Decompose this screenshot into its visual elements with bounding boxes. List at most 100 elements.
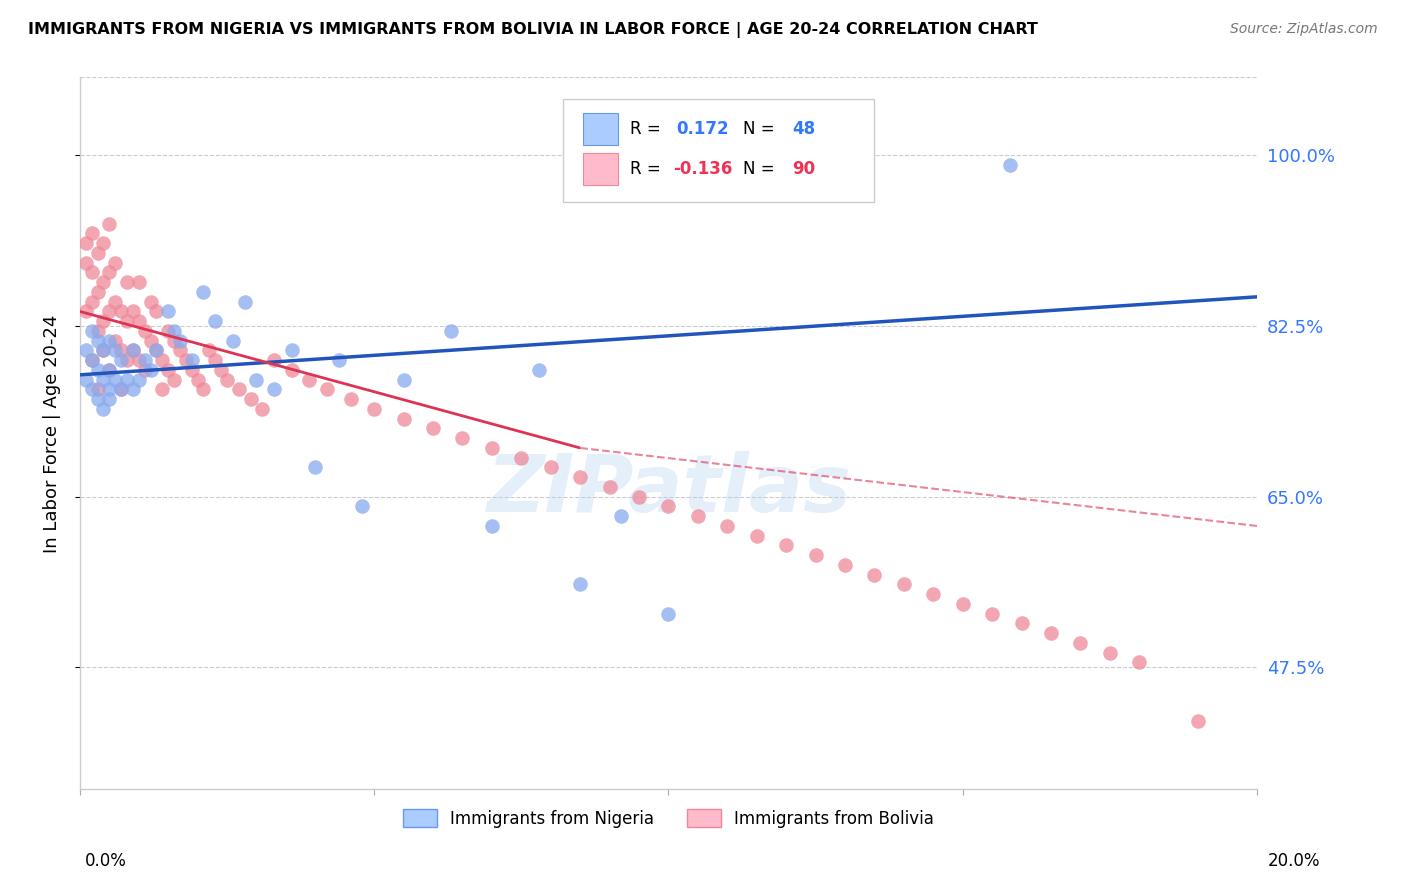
Point <box>86 324 108 338</box>
Point <box>209 363 232 377</box>
Point <box>169 343 191 358</box>
Point <box>863 567 886 582</box>
Bar <box>582 153 617 185</box>
Point <box>174 353 197 368</box>
Y-axis label: In Labor Force | Age 20-24: In Labor Force | Age 20-24 <box>44 314 60 552</box>
Point <box>657 500 679 514</box>
Point <box>599 480 621 494</box>
Point <box>86 392 108 407</box>
Point <box>80 294 103 309</box>
Point <box>110 383 132 397</box>
Point <box>115 314 138 328</box>
Point <box>204 314 226 328</box>
Point <box>540 460 562 475</box>
Point <box>481 519 503 533</box>
Point <box>157 324 180 338</box>
Point <box>98 334 121 348</box>
Point <box>510 450 533 465</box>
Point <box>104 294 127 309</box>
Point <box>1040 626 1063 640</box>
Point <box>952 597 974 611</box>
Point <box>328 353 350 368</box>
Point <box>627 490 650 504</box>
Point <box>657 607 679 621</box>
Point <box>86 246 108 260</box>
Point <box>104 343 127 358</box>
Point <box>215 373 238 387</box>
Point <box>93 343 115 358</box>
Point <box>233 294 256 309</box>
Point <box>86 334 108 348</box>
Point <box>93 343 115 358</box>
Point <box>998 158 1021 172</box>
Text: N =: N = <box>742 160 779 178</box>
Point <box>716 519 738 533</box>
Point <box>222 334 245 348</box>
Point <box>104 373 127 387</box>
Point <box>121 304 143 318</box>
Point <box>1098 646 1121 660</box>
Text: 20.0%: 20.0% <box>1267 852 1320 870</box>
Point <box>981 607 1004 621</box>
Point <box>157 363 180 377</box>
FancyBboxPatch shape <box>562 99 875 202</box>
Point <box>145 304 167 318</box>
Point <box>352 500 374 514</box>
Point <box>110 383 132 397</box>
Point <box>893 577 915 591</box>
Point <box>98 304 121 318</box>
Point <box>775 539 797 553</box>
Point <box>139 334 162 348</box>
Text: N =: N = <box>742 120 779 138</box>
Point <box>363 401 385 416</box>
Point <box>281 363 304 377</box>
Point <box>93 236 115 251</box>
Point <box>80 353 103 368</box>
Point <box>686 509 709 524</box>
Point <box>204 353 226 368</box>
Point <box>150 353 173 368</box>
Point <box>98 383 121 397</box>
Point <box>115 275 138 289</box>
Text: 0.172: 0.172 <box>676 120 730 138</box>
Point <box>1187 714 1209 728</box>
Point <box>180 363 202 377</box>
Point <box>198 343 221 358</box>
Point <box>75 304 97 318</box>
Point <box>75 343 97 358</box>
Point <box>121 343 143 358</box>
Point <box>316 383 339 397</box>
Text: R =: R = <box>630 120 665 138</box>
Point <box>922 587 945 601</box>
Point <box>134 353 156 368</box>
Point <box>304 460 326 475</box>
Point <box>80 353 103 368</box>
Point <box>163 373 186 387</box>
Point <box>128 373 150 387</box>
Point <box>104 334 127 348</box>
Point <box>98 217 121 231</box>
Point <box>121 383 143 397</box>
Point <box>104 256 127 270</box>
Point <box>98 363 121 377</box>
Point <box>298 373 321 387</box>
Point <box>422 421 444 435</box>
Point <box>86 363 108 377</box>
Point <box>228 383 250 397</box>
Point <box>392 373 415 387</box>
Point <box>1069 636 1091 650</box>
Point <box>93 373 115 387</box>
Point <box>110 353 132 368</box>
Text: ZIPatlas: ZIPatlas <box>486 451 851 529</box>
Text: IMMIGRANTS FROM NIGERIA VS IMMIGRANTS FROM BOLIVIA IN LABOR FORCE | AGE 20-24 CO: IMMIGRANTS FROM NIGERIA VS IMMIGRANTS FR… <box>28 22 1038 38</box>
Point <box>110 343 132 358</box>
Point <box>128 314 150 328</box>
Point <box>451 431 474 445</box>
Point <box>115 353 138 368</box>
Point <box>93 275 115 289</box>
Point <box>252 401 274 416</box>
Point <box>193 285 215 299</box>
Text: 0.0%: 0.0% <box>84 852 127 870</box>
Point <box>245 373 267 387</box>
Point <box>86 285 108 299</box>
